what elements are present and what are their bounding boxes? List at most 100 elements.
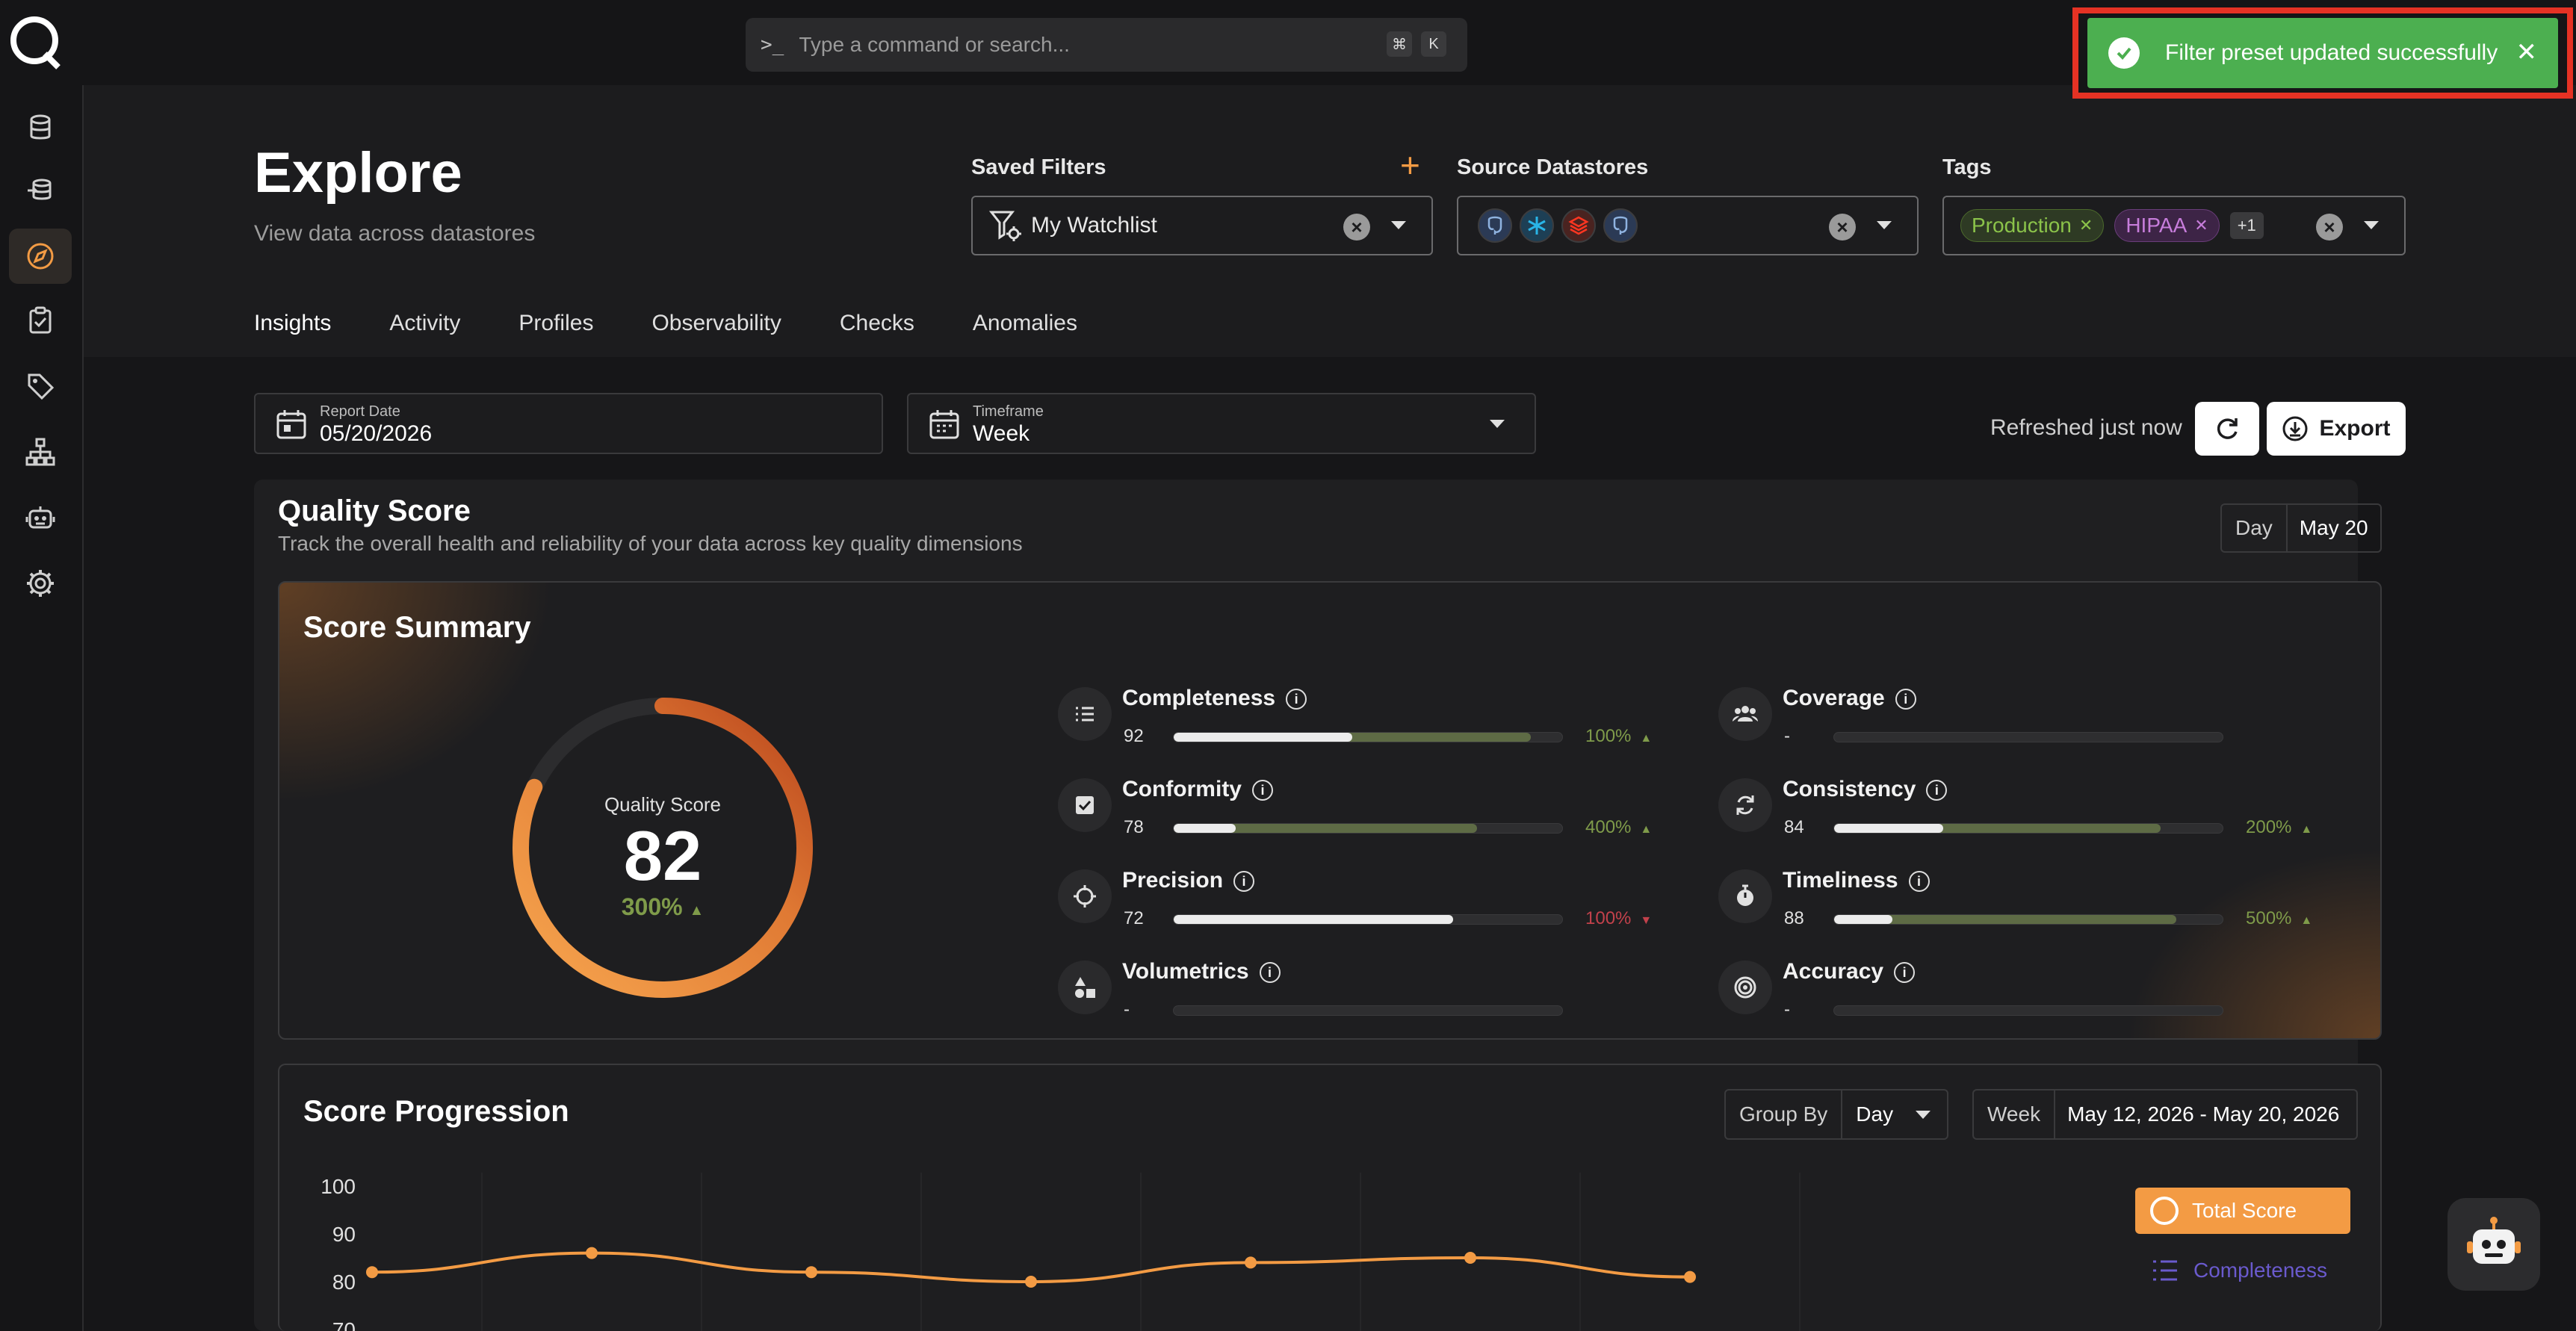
info-icon[interactable]: i — [1895, 689, 1916, 710]
metric-label: Conformity — [1122, 777, 1242, 801]
snowflake-icon — [1520, 208, 1554, 243]
sidebar-item-datastores[interactable] — [9, 100, 72, 155]
sidebar-item-tags[interactable] — [9, 359, 72, 414]
period-value: May 20 — [2299, 516, 2368, 539]
data-point[interactable] — [366, 1266, 378, 1279]
clear-datastores-icon[interactable]: × — [1829, 214, 1856, 241]
data-point[interactable] — [586, 1247, 598, 1259]
data-point[interactable] — [1464, 1252, 1476, 1264]
arrow-up-icon: ▲ — [1640, 732, 1653, 745]
metric-bar-coverage — [1833, 732, 2223, 742]
quality-score-value: 82 — [623, 816, 702, 895]
tag-chip-label: HIPAA — [2125, 214, 2188, 237]
sidebar-item-agents[interactable] — [9, 490, 72, 545]
tag-chip-production[interactable]: Production ✕ — [1960, 209, 2105, 242]
shapes-icon — [1058, 961, 1112, 1014]
tab-observability[interactable]: Observability — [651, 311, 781, 335]
info-icon[interactable]: i — [1894, 962, 1916, 984]
tab-activity[interactable]: Activity — [389, 311, 461, 335]
remove-tag-icon[interactable]: ✕ — [2194, 216, 2208, 235]
metric-name-consistency: Consistency i — [1783, 777, 1948, 802]
quality-score-subtitle: Track the overall health and reliability… — [278, 532, 1023, 555]
chevron-down-icon[interactable] — [1391, 221, 1406, 229]
metric-label: Accuracy — [1783, 959, 1884, 984]
data-point[interactable] — [1684, 1270, 1696, 1283]
download-icon — [2282, 416, 2308, 441]
command-search-placeholder: Type a command or search... — [799, 33, 1070, 56]
metric-bar-completeness — [1173, 732, 1563, 742]
data-point[interactable] — [1025, 1276, 1037, 1288]
data-point[interactable] — [805, 1266, 817, 1279]
metric-value-accuracy: - — [1784, 999, 1790, 1020]
tab-anomalies[interactable]: Anomalies — [972, 311, 1077, 335]
databricks-icon — [1561, 208, 1596, 243]
assistant-bot-button[interactable] — [2447, 1198, 2540, 1291]
tab-insights[interactable]: Insights — [252, 305, 333, 369]
range-value: May 12, 2026 - May 20, 2026 — [2067, 1102, 2340, 1126]
y-tick-label: 100 — [321, 1175, 356, 1198]
add-saved-filter-button[interactable]: + — [1400, 146, 1420, 184]
timeframe-select[interactable]: Timeframe Week — [907, 393, 1536, 454]
command-search-bar[interactable]: >_ Type a command or search... ⌘ K — [746, 18, 1467, 72]
score-summary-panel — [278, 581, 2382, 1040]
sidebar-item-enrichment[interactable] — [9, 163, 72, 218]
chevron-down-icon[interactable] — [1916, 1110, 1931, 1119]
sidebar-item-explore[interactable] — [9, 229, 72, 284]
explore-tabs: Insights Activity Profiles Observability… — [252, 305, 1136, 369]
metric-bar-current — [1174, 733, 1353, 742]
legend-total-score[interactable]: Total Score — [2135, 1188, 2350, 1234]
tab-checks[interactable]: Checks — [839, 311, 914, 335]
gear-icon — [27, 570, 54, 597]
legend-label: Completeness — [2193, 1259, 2327, 1282]
export-button[interactable]: Export — [2267, 402, 2406, 456]
delta-value: 100% — [1585, 908, 1632, 928]
info-icon[interactable]: i — [1908, 871, 1930, 893]
info-icon[interactable]: i — [1926, 780, 1948, 801]
info-icon[interactable]: i — [1259, 962, 1281, 984]
metric-bar-volumetrics — [1173, 1005, 1563, 1016]
info-icon[interactable]: i — [1252, 780, 1273, 801]
report-date-picker[interactable]: Report Date 05/20/2026 — [254, 393, 883, 454]
metric-bar-timeliness — [1833, 914, 2223, 925]
metric-label: Coverage — [1783, 686, 1885, 710]
source-datastores-select[interactable]: × — [1457, 196, 1919, 255]
toast-close-icon[interactable]: ✕ — [2515, 38, 2538, 66]
arrow-up-icon: ▲ — [2300, 823, 2313, 836]
remove-tag-icon[interactable]: ✕ — [2078, 216, 2093, 235]
saved-filters-select[interactable]: My Watchlist × — [971, 196, 1433, 255]
info-icon[interactable]: i — [1233, 871, 1255, 893]
metric-delta-precision: 100% ▼ — [1585, 908, 1652, 929]
group-by-select[interactable]: Group By Day — [1724, 1089, 1948, 1140]
saved-filter-value: My Watchlist — [1031, 213, 1157, 238]
tag-chip-hipaa[interactable]: HIPAA ✕ — [2114, 209, 2220, 242]
clear-tags-icon[interactable]: × — [2316, 214, 2343, 241]
calendar-icon — [276, 410, 306, 439]
tab-profiles[interactable]: Profiles — [518, 311, 594, 335]
refresh-button[interactable] — [2195, 402, 2259, 456]
more-tags-badge[interactable]: +1 — [2229, 212, 2264, 239]
refresh-icon — [2217, 418, 2238, 439]
chevron-down-icon[interactable] — [1877, 221, 1892, 229]
chevron-down-icon[interactable] — [2364, 221, 2379, 229]
sidebar-item-lineage[interactable] — [9, 424, 72, 480]
metric-bar-current — [1174, 915, 1454, 924]
sidebar — [0, 85, 84, 1331]
metric-name-precision: Precision i — [1122, 868, 1255, 893]
metric-bar-accuracy — [1833, 1005, 2223, 1016]
legend-completeness[interactable]: Completeness — [2135, 1247, 2350, 1294]
report-date-value: 05/20/2026 — [320, 421, 433, 446]
score-progression-chart: 100 90 80 70 — [321, 1173, 1801, 1331]
clear-saved-filter-icon[interactable]: × — [1343, 214, 1370, 241]
metric-delta-conformity: 400% ▲ — [1585, 817, 1652, 838]
tags-select[interactable]: Production ✕ HIPAA ✕ +1 × — [1942, 196, 2406, 255]
info-icon[interactable]: i — [1286, 689, 1307, 710]
chevron-down-icon[interactable] — [1490, 420, 1505, 428]
data-point[interactable] — [1245, 1256, 1257, 1269]
delta-value: 400% — [1585, 817, 1632, 837]
app-logo[interactable] — [6, 12, 66, 72]
sidebar-item-settings[interactable] — [9, 556, 72, 611]
sidebar-item-checks[interactable] — [9, 293, 72, 348]
quality-score-title: Quality Score — [278, 494, 471, 527]
date-range-selector[interactable]: Week May 12, 2026 - May 20, 2026 — [1972, 1089, 2358, 1140]
period-selector[interactable]: Day May 20 — [2220, 503, 2382, 553]
